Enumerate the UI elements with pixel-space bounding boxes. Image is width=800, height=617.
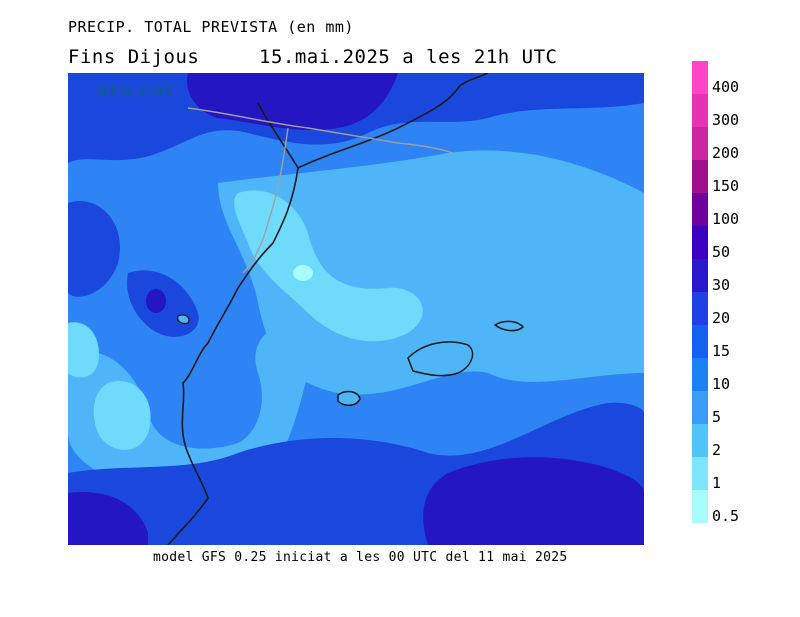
ibiza-island: [337, 390, 361, 406]
precip-area-lighter-edge: [68, 322, 99, 378]
precip-legend: [692, 61, 708, 523]
iberian-coastline: [167, 102, 299, 545]
legend-swatch: [692, 160, 708, 193]
legend-swatch: [692, 226, 708, 259]
precip-max-spot-west: [146, 289, 166, 313]
legend-swatch: [692, 358, 708, 391]
legend-swatch: [692, 325, 708, 358]
legend-label: 400: [712, 78, 740, 96]
legend-swatch: [692, 94, 708, 127]
legend-swatch: [692, 259, 708, 292]
precip-area-darker-south: [423, 457, 644, 545]
pyrenees-border: [187, 107, 454, 154]
legend-swatch: [692, 391, 708, 424]
legend-label: 0.5: [712, 507, 740, 525]
precip-area-light: [218, 150, 644, 395]
valid-time-subtitle: Fins Dijous 15.mai.2025 a les 21h UTC: [68, 46, 558, 68]
legend-swatch: [692, 292, 708, 325]
legend-label: 5: [712, 408, 722, 426]
legend-label: 200: [712, 144, 740, 162]
precipitation-map: [68, 73, 644, 545]
ara-cat-watermark: ara.cat: [96, 77, 174, 101]
legend-swatch: [692, 457, 708, 490]
legend-label: 150: [712, 177, 740, 195]
small-island: [176, 314, 190, 325]
legend-label: 10: [712, 375, 731, 393]
legend-swatch: [692, 424, 708, 457]
legend-label: 1: [712, 474, 722, 492]
legend-label: 100: [712, 210, 740, 228]
legend-swatch: [692, 127, 708, 160]
legend-label: 20: [712, 309, 731, 327]
legend-swatch: [692, 193, 708, 226]
legend-label: 300: [712, 111, 740, 129]
map-canvas: [68, 73, 644, 545]
chart-title: PRECIP. TOTAL PREVISTA (en mm): [68, 18, 354, 36]
legend-label: 30: [712, 276, 731, 294]
precip-area-darker-southwest: [68, 492, 148, 545]
regional-border: [242, 127, 289, 274]
legend-swatch: [692, 490, 708, 523]
precip-area-lighter: [234, 190, 423, 342]
legend-label: 15: [712, 342, 731, 360]
precip-min-spot: [293, 265, 313, 281]
precip-area-dark-west: [68, 201, 120, 297]
french-coastline: [297, 73, 489, 169]
legend-swatch: [692, 61, 708, 94]
mallorca-island: [407, 341, 474, 377]
model-caption: model GFS 0.25 iniciat a les 00 UTC del …: [153, 550, 568, 565]
precip-area-lighter-west: [93, 381, 151, 450]
legend-label: 2: [712, 441, 722, 459]
menorca-island: [493, 320, 525, 332]
legend-label: 50: [712, 243, 731, 261]
